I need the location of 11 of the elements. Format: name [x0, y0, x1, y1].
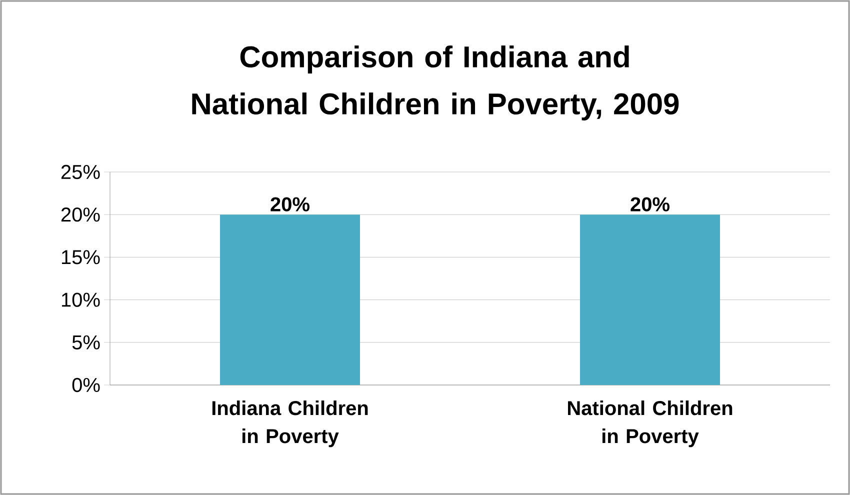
- x-tick-label: National Children in Poverty: [568, 400, 732, 448]
- data-label: 20%: [270, 197, 310, 212]
- y-tick-label: 20%: [61, 208, 100, 222]
- x-tick-label: Indiana Children in Poverty: [212, 400, 368, 448]
- y-tick-label: 0%: [72, 378, 100, 392]
- chart-title: Comparison of Indiana and National Children in Poverty, 2009: [192, 46, 679, 120]
- y-tick-label: 25%: [61, 164, 100, 180]
- y-tick-label: 5%: [72, 335, 100, 350]
- y-tick-label: 15%: [62, 250, 100, 264]
- y-tick-label: 10%: [62, 292, 100, 307]
- data-label: 20%: [630, 197, 670, 212]
